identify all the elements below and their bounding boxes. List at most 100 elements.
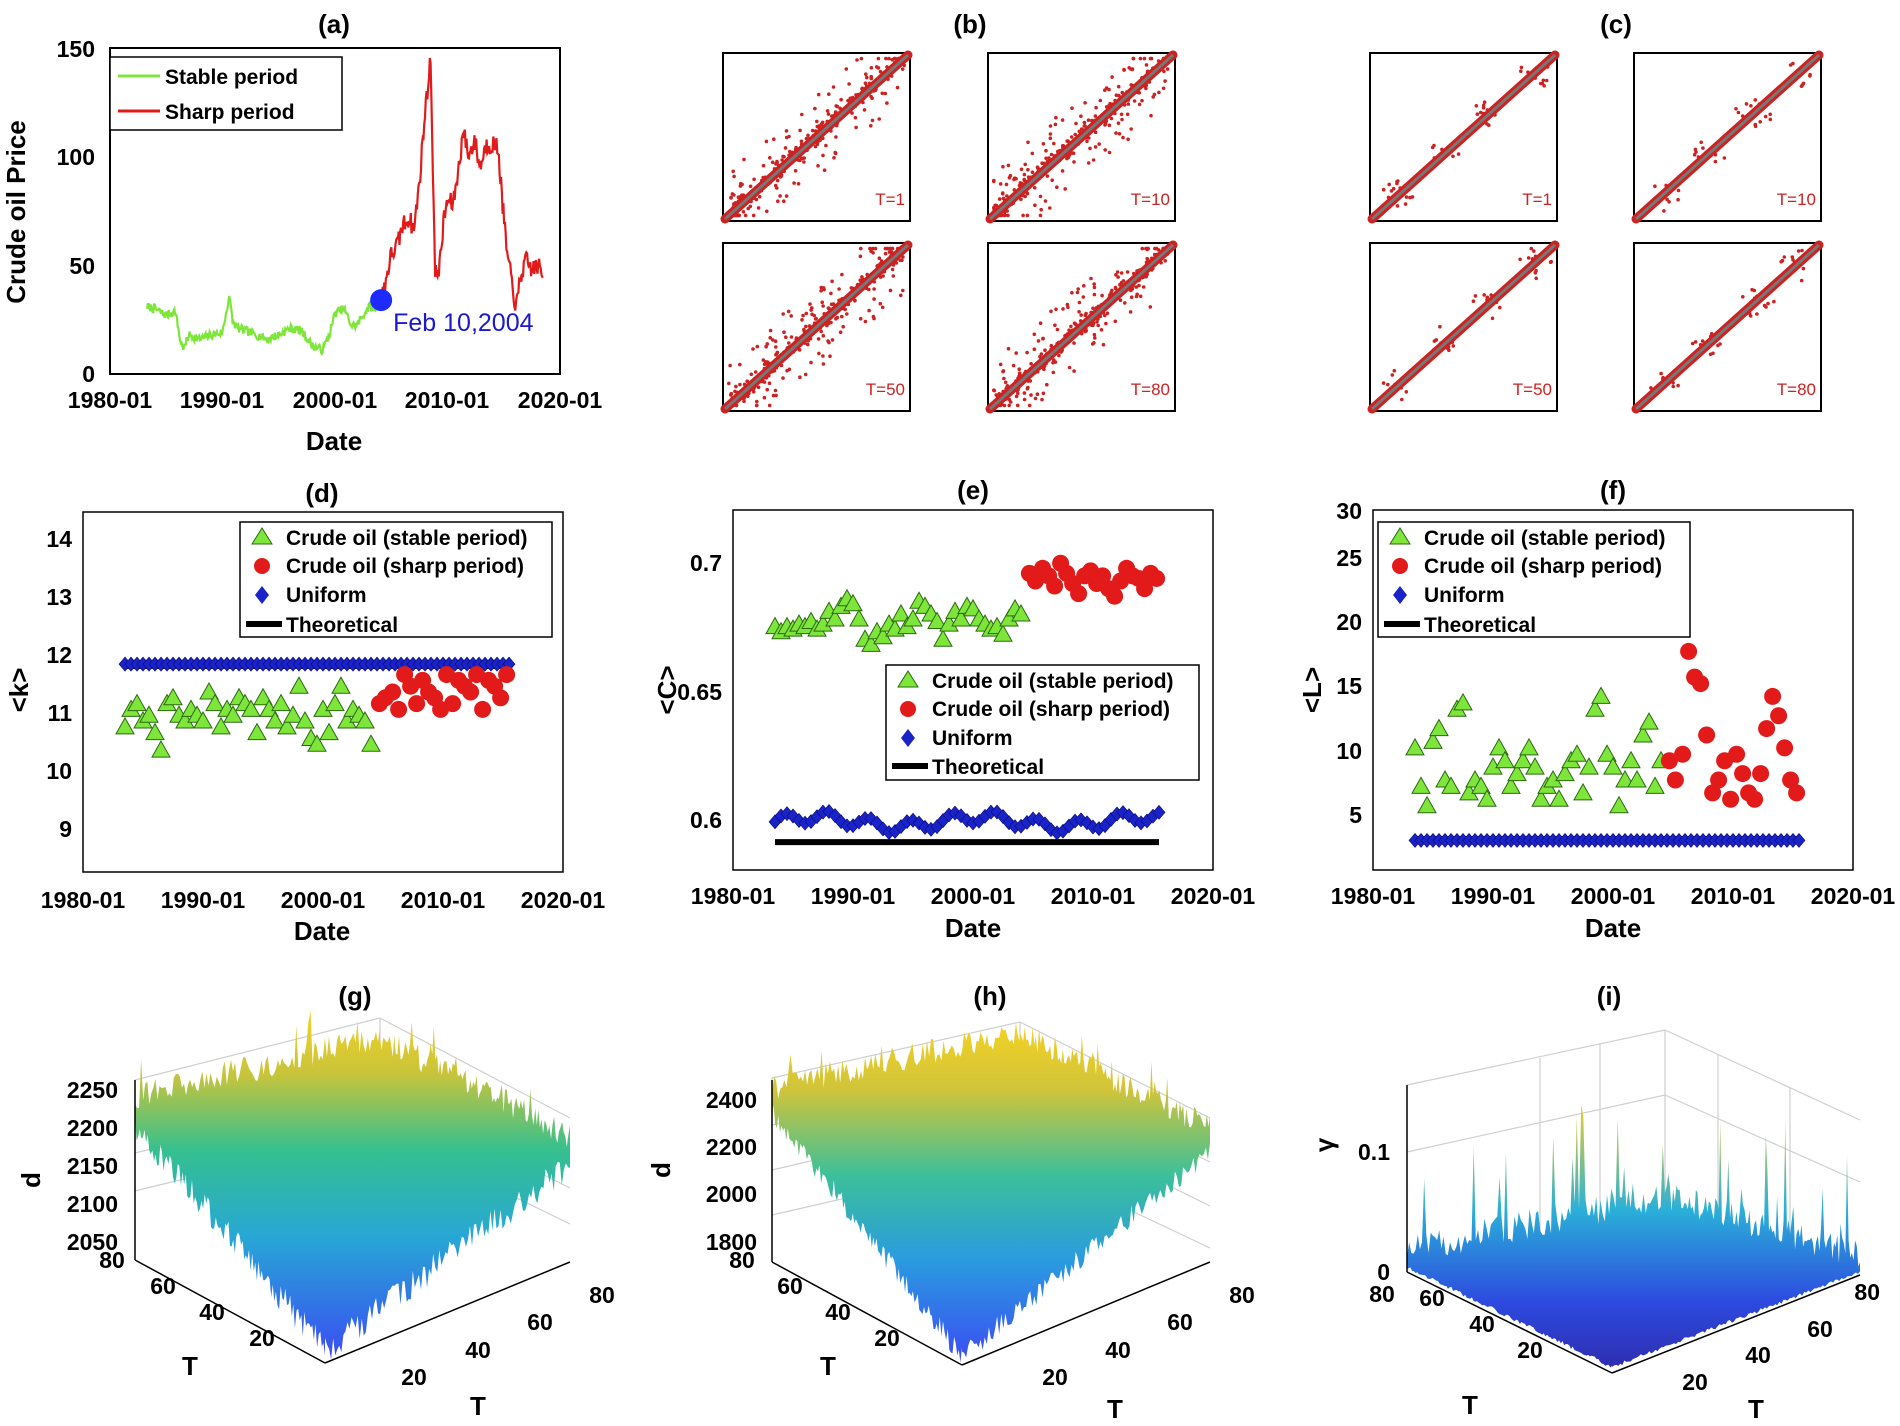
matrix-dot <box>816 164 820 168</box>
sharp-point <box>384 683 402 701</box>
matrix-dot <box>1082 284 1086 288</box>
panel-b-matrix-t1: T=1 <box>720 50 913 224</box>
matrix-dot <box>1749 104 1753 108</box>
matrix-dot <box>1070 290 1074 295</box>
matrix-dot <box>1142 56 1147 61</box>
matrix-dot <box>787 341 791 345</box>
panel-i-surface <box>1407 1104 1860 1368</box>
matrix-dot <box>1163 79 1167 83</box>
matrix-dot <box>1665 197 1669 202</box>
panel-f-legend-uniform: Uniform <box>1424 584 1505 607</box>
panel-g-ztick-2200: 2200 <box>67 1115 118 1141</box>
matrix-dot <box>1140 98 1144 103</box>
matrix-diagonal <box>723 243 910 411</box>
matrix-dot <box>1744 102 1749 106</box>
matrix-dot <box>803 372 808 377</box>
matrix-dot <box>821 354 825 358</box>
matrix-dot <box>1114 93 1119 97</box>
panel-d-legend-sharp: Crude oil (sharp period) <box>286 555 524 578</box>
matrix-dot <box>876 56 881 61</box>
panel-i-title: (i) <box>1597 981 1622 1011</box>
stable-point <box>1501 776 1521 794</box>
panel-c-title: (c) <box>1600 9 1632 39</box>
matrix-dot <box>1090 342 1095 346</box>
matrix-dot <box>1107 150 1112 155</box>
sharp-point <box>444 695 462 713</box>
matrix-dot <box>891 274 896 278</box>
matrix-dot <box>1070 106 1074 110</box>
matrix-dot <box>1006 346 1011 351</box>
matrix-dot <box>1693 340 1698 344</box>
matrix-dot <box>772 137 776 141</box>
panel-b: (b) T=1 T=10 T=50 T=80 <box>720 9 1178 414</box>
matrix-dot <box>1122 67 1126 72</box>
matrix-dot <box>768 336 772 340</box>
matrix-dot <box>1549 259 1553 264</box>
matrix-dot <box>1055 327 1060 332</box>
matrix-dot <box>853 115 858 120</box>
stable-point <box>1627 769 1647 788</box>
matrix-dot <box>743 213 748 218</box>
stable-point <box>361 734 381 752</box>
stable-point <box>115 716 135 735</box>
matrix-dot <box>1127 66 1131 70</box>
sharp-point <box>1026 572 1044 590</box>
matrix-dot <box>800 318 804 322</box>
stable-point <box>1555 763 1575 782</box>
matrix-dot <box>1109 290 1113 295</box>
matrix-dot <box>883 91 888 96</box>
matrix-dot <box>1157 90 1161 95</box>
panel-c-matrix-t50: T=50 <box>1367 240 1560 414</box>
stable-point <box>993 624 1013 642</box>
panel-g-ltick-40: 40 <box>199 1299 225 1325</box>
matrix-dot <box>738 362 742 367</box>
matrix-dot <box>784 194 789 198</box>
matrix-dot <box>838 330 843 335</box>
matrix-dot <box>1081 295 1086 299</box>
matrix-dot <box>832 156 836 160</box>
panel-a: (a) 0 50 100 150 1980-01 1990-01 2000-01… <box>1 9 602 456</box>
matrix-dot <box>1519 69 1523 73</box>
matrix-dot <box>813 106 817 111</box>
stable-point <box>1417 795 1437 814</box>
matrix-dot <box>799 139 804 144</box>
matrix-dot <box>1434 338 1439 342</box>
matrix-dot <box>768 328 773 333</box>
matrix-diagonal <box>1634 53 1821 221</box>
matrix-dot <box>800 112 804 117</box>
matrix-dot <box>870 96 874 101</box>
panel-i-ltick-60: 60 <box>1419 1285 1445 1311</box>
panel-e-legend-sharp: Crude oil (sharp period) <box>932 698 1170 721</box>
matrix-dot <box>1130 67 1135 72</box>
matrix-dot <box>1092 282 1096 286</box>
panel-e-xtick-2000: 2000-01 <box>931 883 1016 909</box>
panel-g-ylabel: T <box>182 1351 198 1381</box>
panel-h-surface <box>772 1022 1210 1363</box>
matrix-dot <box>1067 365 1072 370</box>
matrix-dot <box>1716 343 1720 348</box>
panel-g-right-ticks: 20 40 60 80 <box>401 1282 615 1390</box>
matrix-dot <box>765 342 770 346</box>
matrix-dot <box>1067 328 1071 333</box>
matrix-dot <box>1001 196 1006 201</box>
panel-i-ltick-20: 20 <box>1517 1337 1543 1363</box>
panel-b-matrix-t50: T=50 <box>720 240 913 414</box>
matrix-dot <box>1006 213 1010 218</box>
matrix-dot <box>841 324 845 329</box>
matrix-dot <box>738 382 742 387</box>
panel-e-ytick-0.65: 0.65 <box>677 679 722 705</box>
matrix-dot <box>787 367 792 372</box>
panel-d-xtick-1980: 1980-01 <box>41 887 126 913</box>
matrix-dot <box>813 317 818 321</box>
stable-point <box>1573 782 1593 801</box>
panel-d-ylabel: <k> <box>4 668 34 713</box>
stable-point <box>271 693 291 712</box>
sharp-point <box>1136 580 1154 598</box>
matrix-dot <box>1072 341 1076 345</box>
matrix-dot <box>751 390 756 394</box>
matrix-dot <box>808 302 812 306</box>
stable-point <box>933 629 953 647</box>
matrix-dot <box>804 311 809 316</box>
stable-point <box>1011 603 1031 622</box>
panel-h-ltick-40: 40 <box>825 1299 851 1325</box>
